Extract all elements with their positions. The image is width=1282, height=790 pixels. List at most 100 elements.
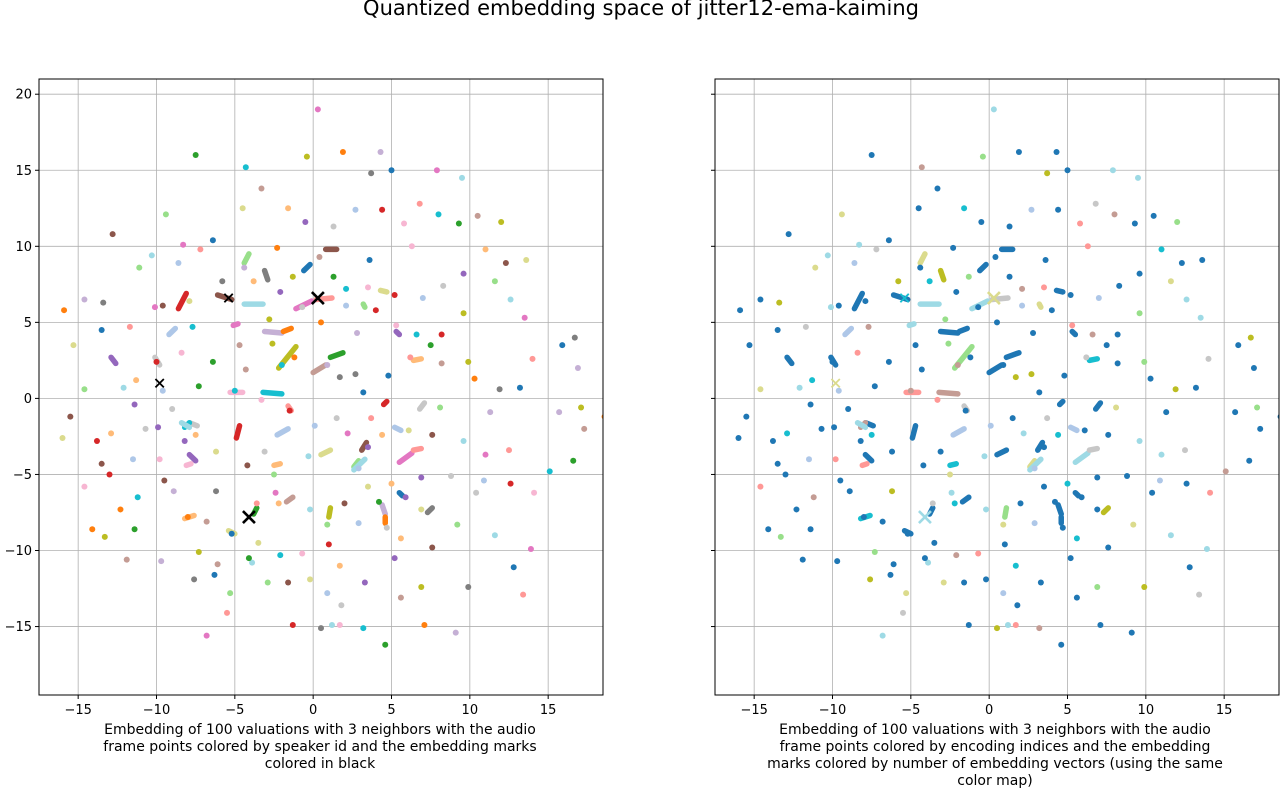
data-point [101,533,108,540]
data-point [1084,243,1091,250]
data-point [305,453,312,460]
data-point [1055,206,1062,213]
data-point [917,264,924,271]
point-cluster [937,267,947,283]
data-point [983,576,990,583]
data-point [1036,625,1043,632]
data-point [123,556,130,563]
data-point [900,609,906,616]
data-point [987,422,994,429]
data-point [1136,437,1143,444]
data-point [418,506,425,513]
y-tick-label: −5 [13,468,32,483]
data-point [1199,256,1206,263]
data-point [1041,444,1047,451]
data-point [192,152,199,159]
point-cluster [108,354,119,367]
data-point [1094,474,1101,481]
data-point [1235,342,1242,349]
point-cluster [1086,445,1101,453]
data-point [1149,489,1156,496]
point-cluster [1002,505,1010,520]
data-point [948,489,955,496]
data-point [757,483,764,490]
data-point [131,526,138,533]
data-point [299,550,306,557]
point-cluster [261,328,285,336]
data-point [1015,149,1022,156]
point-cluster [396,489,406,499]
data-point [413,331,420,338]
data-point [482,451,489,458]
data-point [1044,170,1051,177]
data-point [1092,200,1099,207]
data-point [178,349,185,356]
data-point [953,552,960,559]
data-point [832,456,839,463]
data-point [903,590,910,597]
data-point [1172,386,1179,393]
data-point [1083,354,1090,361]
data-point [1014,602,1021,609]
data-point [1020,430,1027,437]
data-point [521,314,528,321]
data-point [1044,415,1051,422]
data-point [460,437,467,444]
data-point [1103,342,1110,349]
data-point [1001,541,1008,548]
data-point [746,342,753,349]
data-point [912,342,919,349]
point-cluster [1053,287,1066,295]
data-point [191,576,198,583]
data-point [810,494,817,501]
data-point [318,319,324,326]
data-point [1222,468,1229,475]
point-cluster [301,261,313,274]
data-point [250,278,257,285]
data-point [133,377,140,384]
data-point [975,550,982,557]
data-point [1031,520,1038,527]
data-point [159,387,166,394]
data-point [299,304,306,311]
data-point [837,477,844,484]
data-point [529,355,536,362]
data-point [366,256,373,263]
data-point [925,559,932,566]
data-point [316,253,323,260]
data-point [950,244,957,251]
data-point [574,364,581,371]
data-point [455,220,462,227]
data-point [570,457,577,464]
data-point [285,579,292,586]
data-point [264,579,271,586]
data-point [244,462,251,469]
data-point [460,310,467,317]
data-point [854,349,861,356]
data-point [465,584,472,591]
data-point [391,291,398,298]
data-point [318,625,324,632]
point-cluster [909,423,919,441]
data-point [1205,355,1212,362]
x-tick-label: −10 [819,703,846,718]
data-point [1105,544,1112,551]
data-point [242,164,249,171]
data-point [765,526,772,533]
point-cluster [784,354,795,367]
data-point [1077,220,1084,227]
data-point [438,331,445,338]
data-point [992,253,999,260]
data-point [1012,562,1019,569]
data-point [1030,330,1037,337]
data-point [487,409,494,416]
data-point [70,342,77,349]
data-point [1183,480,1190,487]
data-point [1012,622,1019,629]
data-point [491,532,498,539]
data-point [416,200,423,207]
data-point [269,340,276,347]
data-point [474,212,481,219]
data-point [1178,260,1185,267]
data-point [931,539,938,546]
